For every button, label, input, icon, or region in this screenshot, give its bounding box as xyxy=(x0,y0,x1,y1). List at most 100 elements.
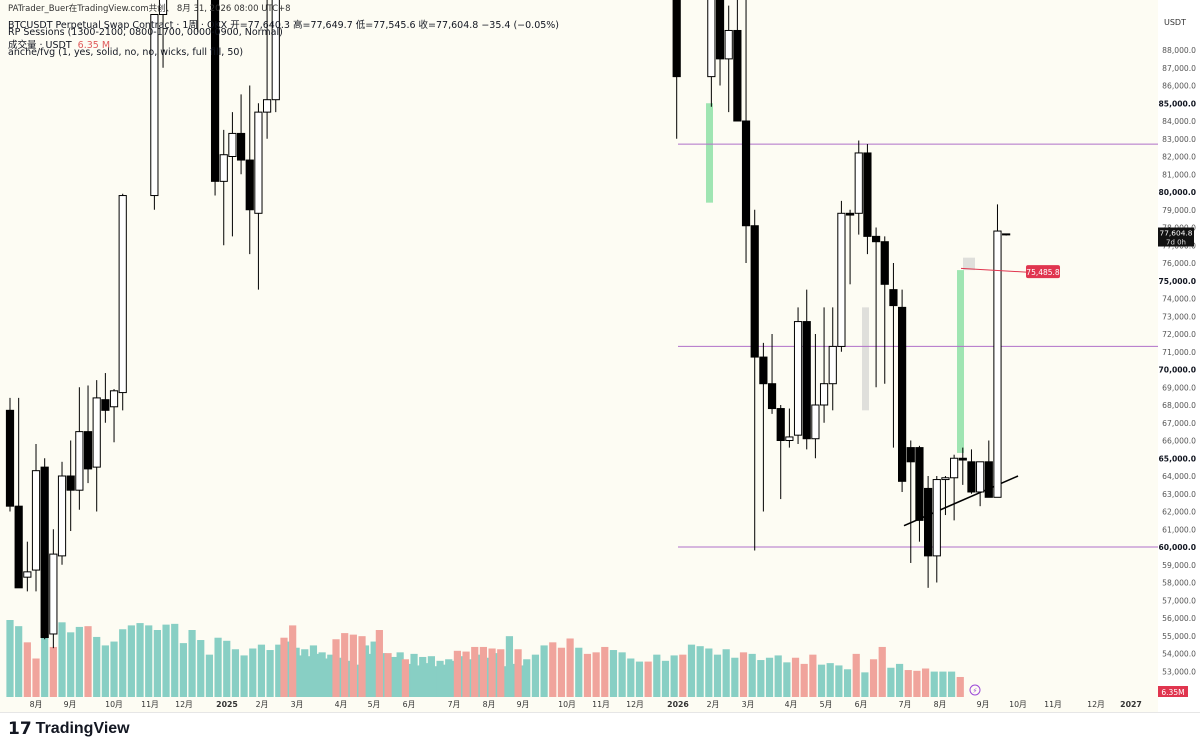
current-price-badge[interactable] xyxy=(1158,227,1194,247)
time-axis-label: 11月 xyxy=(592,700,610,709)
time-axis-label: 3月 xyxy=(742,700,755,709)
candle-bearish xyxy=(236,132,246,161)
candle-bullish xyxy=(854,152,863,214)
volume-bar xyxy=(436,660,444,697)
candle-bearish xyxy=(715,0,725,60)
time-axis-label: 8月 xyxy=(934,700,947,709)
candle-bearish xyxy=(958,457,967,461)
candle-bullish xyxy=(57,475,67,557)
price-tick-label: 64,000.0 xyxy=(1162,472,1196,481)
candle-bullish xyxy=(31,470,41,571)
candle-bullish xyxy=(254,111,263,214)
volume-bar xyxy=(315,653,323,697)
bar-countdown-text: 7d 0h xyxy=(1166,239,1186,247)
volume-value: 6.35 M xyxy=(77,40,111,51)
time-axis-label: 11月 xyxy=(141,700,159,709)
volume-label: 成交量 · USDT xyxy=(8,40,72,51)
price-tick-label: 59,000.0 xyxy=(1162,561,1196,570)
time-axis-label: 10月 xyxy=(1009,700,1027,709)
volume-bar xyxy=(618,652,626,697)
volume-bar xyxy=(852,653,860,697)
candle-bullish xyxy=(271,0,280,101)
volume-bar xyxy=(731,657,739,697)
candle-bearish xyxy=(83,431,93,470)
price-tick-label: 88,000.0 xyxy=(1162,46,1196,55)
volume-bar xyxy=(757,660,765,697)
volume-bar xyxy=(15,626,23,697)
price-tick-label: 53,000.0 xyxy=(1162,667,1196,676)
time-axis-label: 9月 xyxy=(977,700,990,709)
volume-bar xyxy=(171,623,179,697)
volume-bar xyxy=(410,653,418,697)
candle-bearish xyxy=(5,409,15,507)
symbol-ohlc-legend[interactable]: BTCUSDT Perpetual Swap Contract · 1周 · O… xyxy=(8,20,560,31)
price-label-tag[interactable] xyxy=(1026,265,1060,279)
candle-bearish xyxy=(880,241,889,285)
candle-bullish xyxy=(793,321,803,436)
tradingview-logo-icon: 17 xyxy=(8,719,32,739)
price-tick-label: 55,000.0 xyxy=(1162,632,1196,641)
price-tick-label: 62,000.0 xyxy=(1162,508,1196,517)
volume-bar xyxy=(713,654,722,697)
candle-bullish xyxy=(150,14,159,197)
price-axis[interactable] xyxy=(1158,0,1200,712)
volume-bar xyxy=(505,636,514,697)
time-axis-label: 8月 xyxy=(30,700,43,709)
price-tick-label: 70,000.0 xyxy=(1159,366,1196,375)
candle-bullish xyxy=(23,571,32,578)
candle-bullish xyxy=(993,230,1002,498)
lightning-icon[interactable] xyxy=(969,684,981,696)
volume-bar xyxy=(817,664,826,697)
volume-bar xyxy=(653,654,661,697)
time-axis-label: 5月 xyxy=(368,700,381,709)
volume-indicator-legend[interactable]: 成交量 · USDT 6.35 M xyxy=(8,37,110,51)
volume-bar xyxy=(240,655,248,697)
volume-bar xyxy=(306,656,314,697)
price-tick-label: 83,000.0 xyxy=(1162,135,1196,144)
volume-bar xyxy=(188,630,196,697)
price-tick-label: 82,000.0 xyxy=(1162,153,1196,162)
volume-bar xyxy=(266,650,274,697)
price-tick-label: 57,000.0 xyxy=(1162,596,1196,605)
price-tick-label: 80,000.0 xyxy=(1159,188,1196,197)
price-label-text: 75,485.8 xyxy=(1026,268,1060,277)
volume-bar xyxy=(531,654,540,697)
volume-bar xyxy=(297,655,305,697)
price-tick-label: 72,000.0 xyxy=(1162,330,1196,339)
volume-bar xyxy=(939,671,947,697)
volume-bar xyxy=(930,671,938,697)
candle-bullish xyxy=(785,436,794,442)
volume-bar xyxy=(947,671,956,697)
candle-bullish xyxy=(118,195,127,394)
candle-bearish xyxy=(210,0,220,182)
candle-bullish xyxy=(724,29,733,60)
volume-bar xyxy=(835,665,843,697)
volume-bar xyxy=(670,655,678,697)
volume-bar xyxy=(748,653,756,697)
volume-bar xyxy=(223,640,231,697)
volume-bar xyxy=(445,659,453,697)
tradingview-logo-text: TradingView xyxy=(35,720,130,737)
volume-bar xyxy=(393,656,401,697)
volume-bar xyxy=(419,656,427,697)
price-tick-label: 61,000.0 xyxy=(1162,525,1196,534)
volume-bar xyxy=(609,650,618,697)
volume-bar xyxy=(67,632,75,697)
volume-bar xyxy=(904,670,912,697)
fvg-indicator-legend[interactable]: anche/fvg (1, yes, solid, no, no, wicks,… xyxy=(8,47,244,58)
price-chart[interactable]: USDT 53,000.0 54,000.0 55,000.0 56,000.0 57,0… xyxy=(0,0,1200,712)
time-axis-label: 5月 xyxy=(820,700,833,709)
volume-bar xyxy=(471,646,479,697)
candle-bearish xyxy=(14,505,23,589)
candle-bearish xyxy=(863,152,872,237)
candle-bullish xyxy=(941,477,950,481)
volume-bar xyxy=(878,646,886,697)
sessions-indicator-legend[interactable]: RP Sessions (1300-2100, 0800-1700, 0000-… xyxy=(8,27,283,38)
volume-bar xyxy=(583,653,592,697)
volume-bar xyxy=(809,654,817,697)
volume-bar xyxy=(349,634,357,697)
volume-bar xyxy=(566,638,574,697)
candle-bullish xyxy=(837,212,846,347)
tradingview-logo[interactable]: 17 TradingView xyxy=(8,719,130,739)
